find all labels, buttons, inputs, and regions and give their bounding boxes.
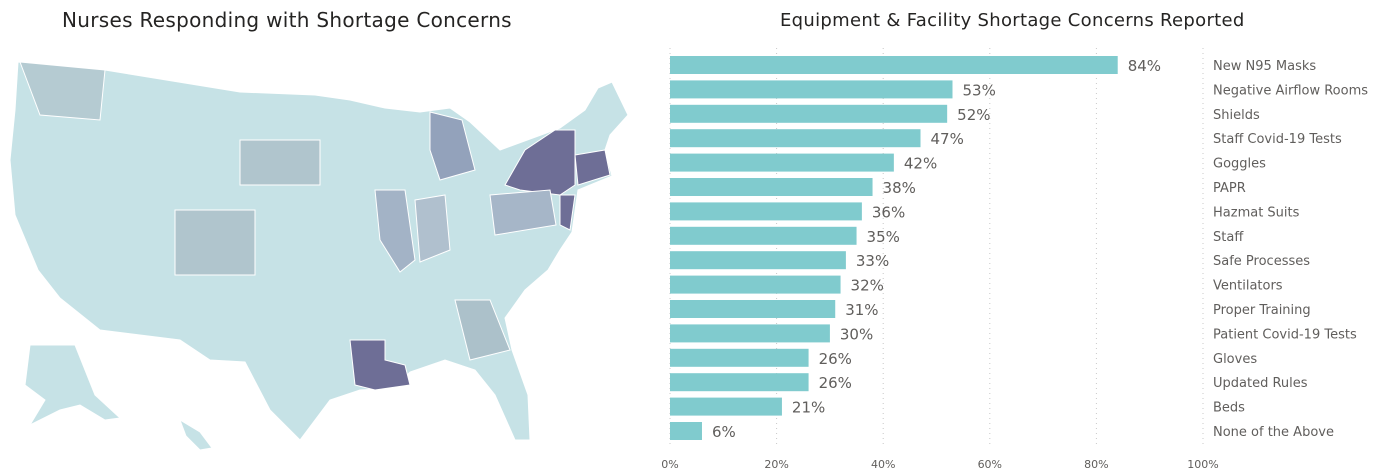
bar-value-label: 6% bbox=[712, 423, 736, 441]
category-label: Proper Training bbox=[1213, 303, 1311, 318]
bar-value-label: 36% bbox=[872, 203, 905, 221]
x-tick-label: 20% bbox=[764, 458, 788, 471]
bar-chart-title: Equipment & Facility Shortage Concerns R… bbox=[780, 10, 1245, 31]
bar[interactable] bbox=[670, 422, 702, 440]
bar[interactable] bbox=[670, 348, 809, 367]
category-label: Ventilators bbox=[1213, 279, 1283, 294]
bar[interactable] bbox=[670, 251, 846, 270]
bar[interactable] bbox=[670, 104, 948, 123]
bar[interactable] bbox=[670, 275, 841, 294]
x-tick-label: 100% bbox=[1187, 458, 1218, 471]
category-label: Staff Covid-19 Tests bbox=[1213, 132, 1342, 147]
map-state[interactable] bbox=[489, 189, 557, 236]
map-state[interactable] bbox=[239, 139, 321, 186]
x-tick-label: 80% bbox=[1084, 458, 1108, 471]
map-state[interactable] bbox=[559, 194, 576, 231]
category-label: New N95 Masks bbox=[1213, 59, 1316, 74]
bar[interactable] bbox=[670, 202, 862, 221]
bar[interactable] bbox=[670, 56, 1118, 74]
bar[interactable] bbox=[670, 178, 873, 196]
category-label: Beds bbox=[1213, 401, 1245, 416]
bar-value-label: 35% bbox=[867, 228, 900, 246]
category-label: PAPR bbox=[1213, 181, 1246, 196]
category-label: Safe Processes bbox=[1213, 254, 1310, 269]
map-state[interactable] bbox=[574, 149, 611, 186]
bar[interactable] bbox=[670, 397, 782, 416]
category-label: Negative Airflow Rooms bbox=[1213, 83, 1368, 98]
map-state[interactable] bbox=[414, 194, 451, 263]
bar-value-label: 26% bbox=[819, 350, 852, 368]
bar[interactable] bbox=[670, 80, 953, 99]
map-state[interactable] bbox=[429, 111, 476, 181]
category-label: Patient Covid-19 Tests bbox=[1213, 327, 1357, 342]
bar-value-label: 84% bbox=[1128, 57, 1161, 75]
map-title: Nurses Responding with Shortage Concerns bbox=[62, 8, 512, 32]
category-label: Goggles bbox=[1213, 157, 1266, 172]
category-label: Updated Rules bbox=[1213, 376, 1308, 391]
bar[interactable] bbox=[670, 373, 809, 392]
map-state[interactable] bbox=[19, 61, 106, 121]
bar[interactable] bbox=[670, 129, 921, 148]
bar-value-label: 53% bbox=[962, 81, 995, 99]
bar[interactable] bbox=[670, 153, 894, 172]
bar-value-label: 47% bbox=[931, 130, 964, 148]
bar-value-label: 33% bbox=[856, 252, 889, 270]
map-hawaii[interactable] bbox=[179, 418, 213, 451]
x-tick-label: 0% bbox=[661, 458, 678, 471]
category-label: Shields bbox=[1213, 108, 1260, 123]
bar-value-label: 21% bbox=[792, 399, 825, 417]
bar[interactable] bbox=[670, 300, 836, 318]
us-map[interactable] bbox=[0, 0, 640, 476]
category-label: None of the Above bbox=[1213, 425, 1334, 440]
map-state[interactable] bbox=[174, 209, 256, 276]
bar-value-label: 42% bbox=[904, 155, 937, 173]
bar-value-label: 52% bbox=[957, 106, 990, 124]
bar-value-label: 31% bbox=[845, 301, 878, 319]
bar-value-label: 32% bbox=[851, 277, 884, 295]
map-state[interactable] bbox=[349, 339, 411, 391]
bar[interactable] bbox=[670, 226, 857, 245]
bar-value-label: 30% bbox=[840, 325, 873, 343]
category-label: Hazmat Suits bbox=[1213, 205, 1300, 220]
map-state[interactable] bbox=[454, 299, 511, 361]
bar-value-label: 38% bbox=[883, 179, 916, 197]
bar[interactable] bbox=[670, 324, 830, 343]
category-label: Gloves bbox=[1213, 352, 1257, 367]
category-label: Staff bbox=[1213, 230, 1244, 245]
bar-value-label: 26% bbox=[819, 374, 852, 392]
map-state[interactable] bbox=[374, 189, 416, 273]
map-alaska[interactable] bbox=[24, 344, 122, 427]
x-tick-label: 60% bbox=[978, 458, 1002, 471]
x-tick-label: 40% bbox=[871, 458, 895, 471]
